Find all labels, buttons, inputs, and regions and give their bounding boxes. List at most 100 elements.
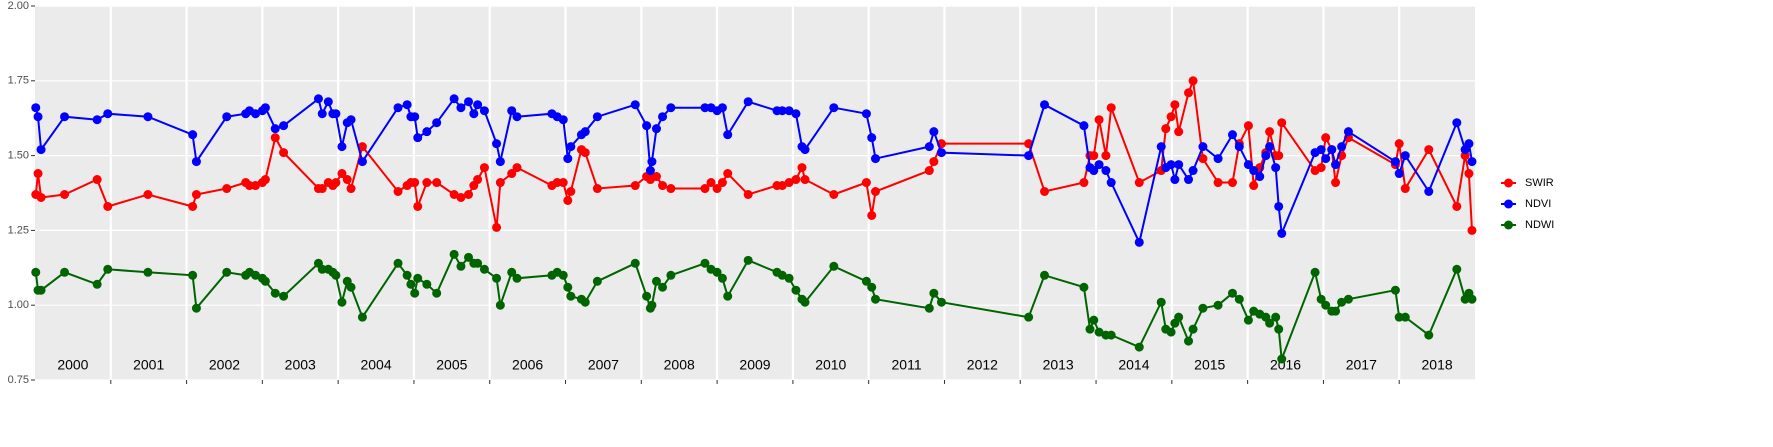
data-point <box>777 106 787 116</box>
data-point <box>791 175 801 185</box>
data-point <box>393 187 403 197</box>
data-point <box>456 192 466 202</box>
y-tick-label: 0.75 <box>8 374 29 386</box>
data-point <box>432 178 442 188</box>
data-point <box>929 288 939 298</box>
data-point <box>580 127 590 137</box>
data-point <box>1166 160 1176 170</box>
data-point <box>473 175 483 185</box>
data-point <box>1424 187 1434 197</box>
data-point <box>1249 166 1259 176</box>
data-point <box>1134 237 1144 247</box>
data-point <box>1271 312 1281 322</box>
data-point <box>507 169 517 179</box>
data-point <box>871 187 881 197</box>
data-point <box>1184 336 1194 346</box>
year-label: 2007 <box>588 357 619 373</box>
data-point <box>712 184 722 194</box>
data-point <box>432 118 442 128</box>
data-point <box>1390 157 1400 167</box>
data-point <box>1271 163 1281 173</box>
data-point <box>829 103 839 113</box>
data-point <box>279 291 289 301</box>
data-point <box>1343 294 1353 304</box>
data-point <box>464 189 474 199</box>
data-point <box>777 270 787 280</box>
data-point <box>1424 145 1434 155</box>
data-point <box>558 178 568 188</box>
data-point <box>512 112 522 122</box>
data-point <box>777 181 787 191</box>
data-point <box>260 276 270 286</box>
data-point <box>1452 264 1462 274</box>
data-point <box>1213 154 1223 164</box>
data-point <box>1452 118 1462 128</box>
data-point <box>479 264 489 274</box>
data-point <box>402 100 412 110</box>
data-point <box>279 148 289 158</box>
data-point <box>270 133 280 143</box>
data-point <box>867 210 877 220</box>
data-point <box>1321 133 1331 143</box>
data-point <box>60 189 70 199</box>
data-point <box>936 297 946 307</box>
data-point <box>658 112 668 122</box>
legend-label: SWIR <box>1525 177 1554 189</box>
data-point <box>31 103 41 113</box>
data-point <box>222 112 232 122</box>
data-point <box>592 112 602 122</box>
legend-marker <box>1504 220 1513 230</box>
data-point <box>191 189 201 199</box>
legend-marker <box>1504 199 1513 209</box>
data-point <box>402 270 412 280</box>
data-point <box>723 291 733 301</box>
data-point <box>717 178 727 188</box>
y-tick-label: 1.75 <box>8 75 29 87</box>
data-point <box>1234 142 1244 152</box>
data-point <box>861 276 871 286</box>
data-point <box>712 267 722 277</box>
data-point <box>337 142 347 152</box>
data-point <box>666 103 676 113</box>
data-point <box>191 303 201 313</box>
year-label: 2005 <box>436 357 467 373</box>
data-point <box>1316 163 1326 173</box>
data-point <box>1161 124 1171 134</box>
data-point <box>1188 166 1198 176</box>
data-point <box>1331 178 1341 188</box>
year-label: 2010 <box>815 357 846 373</box>
data-point <box>717 273 727 283</box>
year-label: 2011 <box>892 357 922 373</box>
data-point <box>1166 327 1176 337</box>
data-point <box>36 145 46 155</box>
data-point <box>1024 312 1034 322</box>
data-point <box>642 291 652 301</box>
data-point <box>456 261 466 271</box>
data-point <box>566 187 576 197</box>
data-point <box>1321 300 1331 310</box>
data-point <box>479 106 489 116</box>
data-point <box>92 115 102 125</box>
data-point <box>456 103 466 113</box>
data-point <box>861 109 871 119</box>
data-point <box>406 279 416 289</box>
data-point <box>188 201 198 211</box>
data-point <box>188 130 198 140</box>
data-point <box>495 157 505 167</box>
data-point <box>143 112 153 122</box>
data-point <box>422 279 432 289</box>
data-point <box>507 267 517 277</box>
data-point <box>31 267 41 277</box>
data-point <box>432 288 442 298</box>
year-label: 2015 <box>1194 357 1225 373</box>
data-point <box>1234 294 1244 304</box>
data-point <box>393 258 403 268</box>
data-point <box>260 175 270 185</box>
data-point <box>1079 282 1089 292</box>
data-point <box>143 267 153 277</box>
data-point <box>323 97 333 107</box>
data-point <box>317 184 327 194</box>
data-point <box>1274 324 1284 334</box>
data-point <box>1174 127 1184 137</box>
data-point <box>924 166 934 176</box>
